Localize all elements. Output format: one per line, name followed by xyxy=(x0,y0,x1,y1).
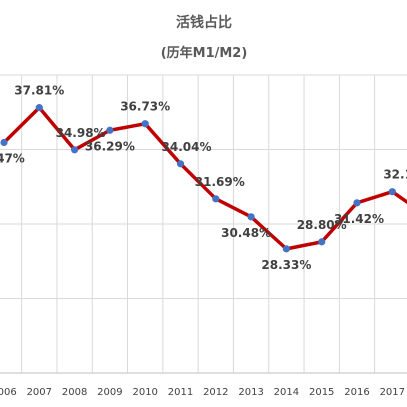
data-label-2015: 28.80% xyxy=(297,218,347,232)
data-point-2015 xyxy=(318,238,326,246)
x-tick-label-2017: 2017 xyxy=(380,387,405,398)
data-point-2007 xyxy=(35,104,43,112)
data-label-2014: 28.33% xyxy=(261,258,311,272)
data-label-2012: 31.69% xyxy=(195,175,245,189)
x-tick-label-2007: 2007 xyxy=(27,387,52,398)
data-point-2014 xyxy=(282,245,290,253)
data-point-2013 xyxy=(247,213,255,221)
x-tick-label-2006: 2006 xyxy=(0,387,17,398)
data-label-2013: 30.48% xyxy=(221,226,271,240)
data-point-2010 xyxy=(141,120,149,128)
x-tick-label-2013: 2013 xyxy=(238,387,263,398)
x-axis-ticks: 2006 2007 2008 2009 2010 2011 2012 2013 2014 2015… xyxy=(0,387,405,398)
x-tick-label-2009: 2009 xyxy=(97,387,122,398)
chart-title: 活钱占比 xyxy=(176,14,232,31)
x-tick-label-2016: 2016 xyxy=(344,387,369,398)
data-label-2006: 5.47% xyxy=(0,151,25,165)
data-label-2008: 34.98% xyxy=(56,126,106,140)
x-tick-label-2012: 2012 xyxy=(203,387,228,398)
chart-subtitle: (历年M1/M2) xyxy=(161,45,248,61)
x-tick-label-2015: 2015 xyxy=(309,387,334,398)
data-label-2017: 32.17 xyxy=(383,168,407,182)
data-label-2016: 31.42% xyxy=(334,212,384,226)
data-point-2006 xyxy=(0,138,8,147)
data-labels: 5.47% 37.81% 34.98%36.29% 36.73% 34.04% 31.69… xyxy=(0,84,407,272)
x-tick-label-2010: 2010 xyxy=(132,387,157,398)
data-label-2011: 34.04% xyxy=(162,140,212,154)
data-point-2016 xyxy=(353,199,361,207)
x-tick-label-2011: 2011 xyxy=(168,387,193,398)
data-point-2008 xyxy=(71,146,79,154)
data-point-2017 xyxy=(388,188,396,196)
data-label-2007: 37.81% xyxy=(14,84,64,98)
data-label-2010: 36.73% xyxy=(120,100,170,114)
data-markers xyxy=(0,104,396,253)
data-point-2009 xyxy=(106,126,114,134)
x-tick-label-2008: 2008 xyxy=(62,387,87,398)
x-tick-label-2014: 2014 xyxy=(274,387,299,398)
data-label-2009: 36.29% xyxy=(85,139,135,153)
data-point-2011 xyxy=(176,160,185,168)
data-point-2012 xyxy=(212,195,220,203)
